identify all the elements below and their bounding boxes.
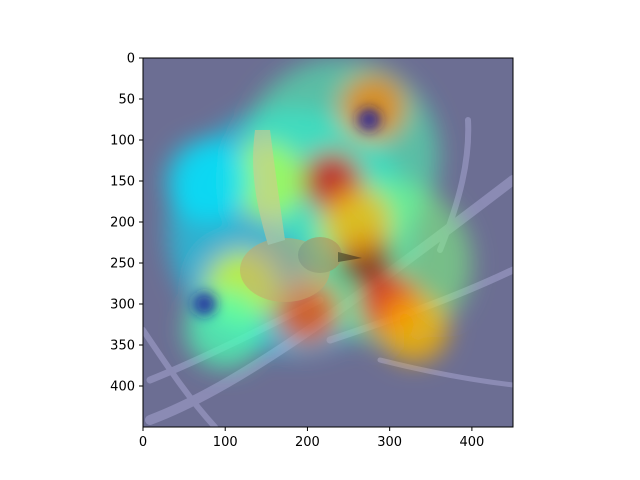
- heat-hotspot: [322, 187, 392, 257]
- heat-hotspot: [339, 73, 407, 141]
- y-tick-label: 400: [110, 380, 135, 395]
- y-tick-label: 250: [110, 257, 135, 272]
- y-tick-label: 200: [110, 216, 135, 231]
- x-tick-label: 100: [213, 435, 238, 450]
- y-tick-label: 350: [110, 339, 135, 354]
- y-tick-label: 100: [110, 134, 135, 149]
- x-tick-label: 0: [139, 435, 147, 450]
- cold-spot: [357, 107, 382, 132]
- bird: [240, 130, 362, 302]
- y-tick-label: 300: [110, 298, 135, 313]
- x-tick-label: 200: [295, 435, 320, 450]
- plot-area: [143, 58, 513, 427]
- y-tick-label: 0: [127, 52, 135, 67]
- x-tick-label: 400: [459, 435, 484, 450]
- y-tick-label: 50: [118, 93, 135, 108]
- y-tick-label: 150: [110, 175, 135, 190]
- x-tick-label: 300: [377, 435, 402, 450]
- x-axis: 0 100 200 300 400: [139, 427, 484, 450]
- heat-hotspot: [166, 138, 252, 224]
- heat-hotspot: [379, 294, 449, 364]
- y-axis: 0 50 100 150 200 250 300 350 400: [110, 52, 143, 395]
- cold-spots: [192, 107, 382, 316]
- cold-spot: [192, 292, 217, 316]
- plot-frame: [142, 57, 514, 428]
